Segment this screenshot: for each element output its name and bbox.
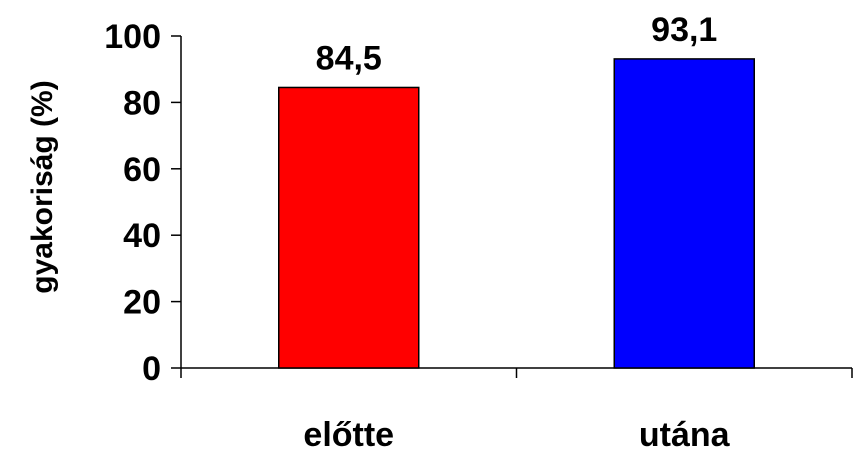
y-tick-label: 80 xyxy=(123,84,161,122)
data-label: 84,5 xyxy=(316,39,382,77)
value-labels: 84,5 93,1 xyxy=(316,11,718,78)
y-tick-label: 40 xyxy=(123,217,161,255)
bar-2 xyxy=(613,58,755,369)
y-tick-label: 60 xyxy=(123,151,161,189)
y-tick-label: 100 xyxy=(104,18,161,56)
y-axis: 0 20 40 60 80 100 xyxy=(104,18,182,388)
data-label: 93,1 xyxy=(651,11,717,49)
x-tick-label: előtte xyxy=(303,416,394,450)
x-tick-label: utána xyxy=(639,416,731,450)
bar-1 xyxy=(278,86,420,369)
bars xyxy=(278,58,755,369)
y-tick-label: 20 xyxy=(123,284,161,322)
x-axis: előtte utána xyxy=(180,367,853,450)
y-axis-title: gyakoriság (%) xyxy=(26,80,59,293)
y-tick-label: 0 xyxy=(142,350,161,388)
